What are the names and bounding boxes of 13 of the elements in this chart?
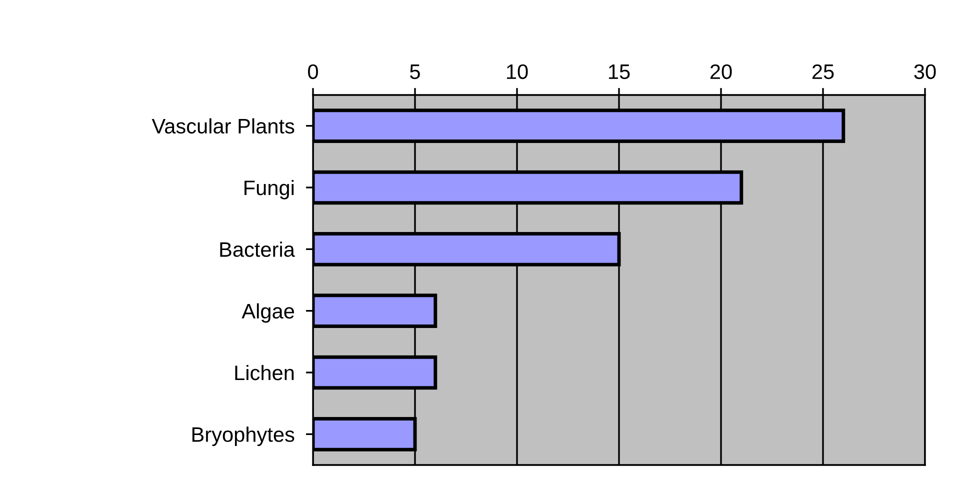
x-tick-label: 30 bbox=[914, 64, 936, 80]
x-tick-label: 5 bbox=[410, 64, 420, 80]
x-tick-label: 15 bbox=[609, 64, 630, 80]
y-tick-label: Algae bbox=[242, 303, 294, 323]
x-tick-label: 20 bbox=[710, 64, 732, 80]
x-tick-label: 25 bbox=[812, 64, 834, 80]
x-tick-label: 10 bbox=[507, 64, 528, 80]
y-tick-label: Fungi bbox=[244, 180, 294, 200]
y-tick-label: Bryophytes bbox=[192, 426, 294, 446]
y-tick-label: Bacteria bbox=[220, 242, 295, 257]
y-tick-label: Vascular Plants bbox=[152, 118, 294, 134]
x-tick-label: 0 bbox=[308, 64, 318, 80]
y-tick-label: Lichen bbox=[235, 364, 294, 380]
